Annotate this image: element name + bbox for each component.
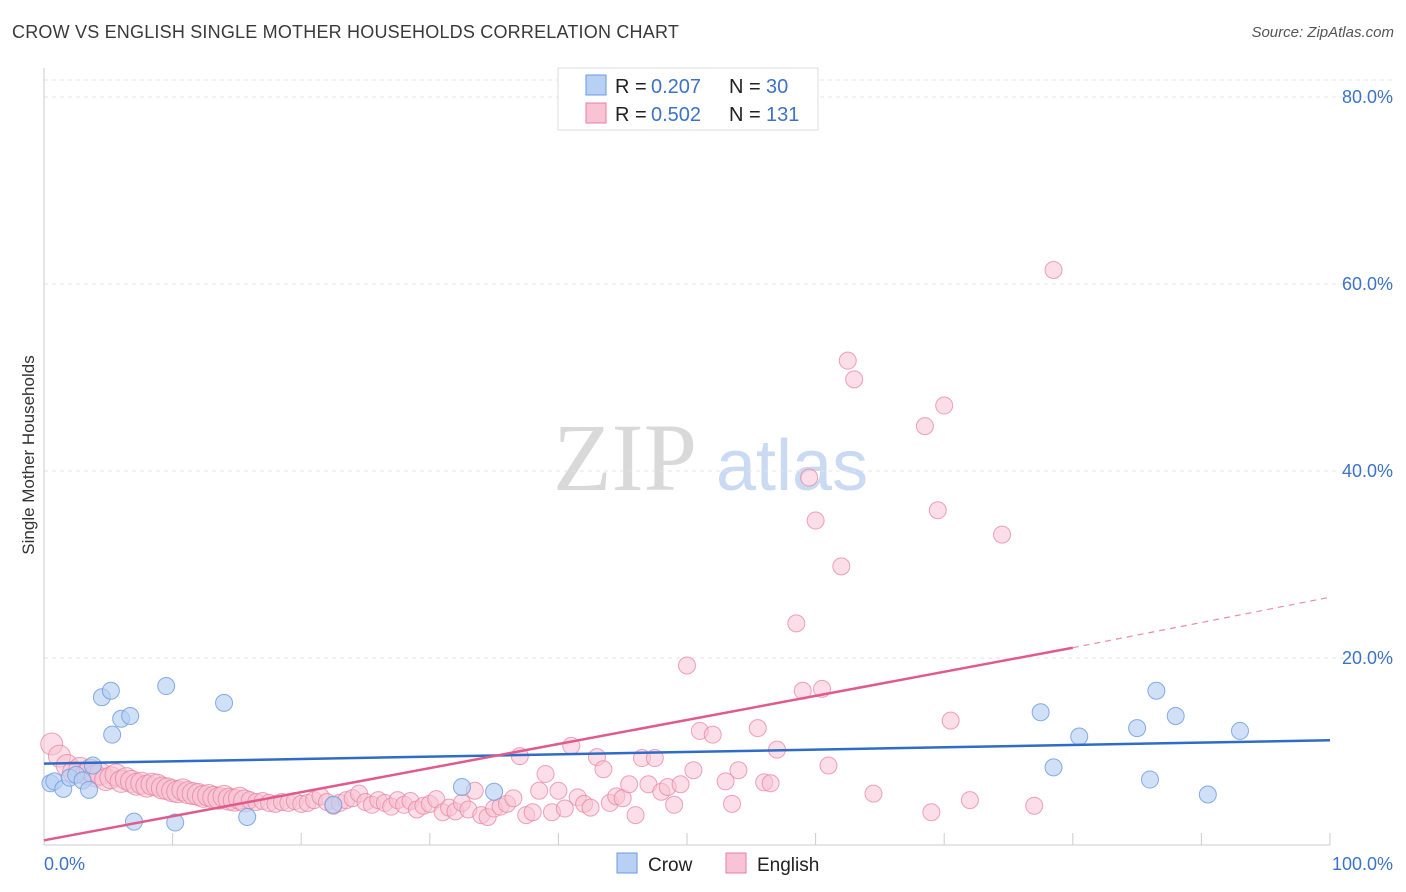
english-point [915,417,934,436]
english-point [941,711,960,730]
english-point [845,370,864,389]
bottom-legend-english: English [757,855,819,876]
crow-point [324,795,343,814]
english-point [555,799,574,818]
english-point [549,781,568,800]
english-point [678,656,696,675]
crow-point [1044,758,1063,777]
english-point [1044,260,1063,279]
english-point [665,795,684,814]
english-point [626,806,645,825]
crow-point [1070,727,1089,746]
english-point [703,725,722,744]
crow-point [166,813,185,832]
y-tick-label: 40.0% [1342,461,1393,481]
english-point [787,614,806,633]
legend-english-r-value: 0.502 [651,104,701,126]
english-point [620,775,639,794]
crow-point [215,693,234,712]
crow-point [121,706,140,725]
english-point [536,764,555,783]
english-trend-dashed [1072,596,1331,649]
crow-trend-line [43,739,1331,765]
english-point [671,775,690,794]
bottom-legend-swatch-crow [616,852,638,874]
chart-title: CROW VS ENGLISH SINGLE MOTHER HOUSEHOLDS… [12,22,680,42]
crow-point [1128,719,1147,738]
crow-point [1140,770,1159,789]
legend: R = 0.207 N = 30 R = 0.502 N = 131 [557,67,819,131]
crow-point [80,780,99,799]
crow-point [1031,703,1050,722]
legend-crow-n-value: 30 [766,76,788,98]
legend-english-n-value: 131 [766,104,799,126]
english-point [922,803,941,822]
crow-point [1166,706,1185,725]
english-points [40,260,1063,826]
grid-lines [44,79,1392,659]
crow-points [41,677,1249,832]
english-point [716,772,735,791]
y-tick-label: 60.0% [1342,274,1393,294]
english-point [806,511,825,530]
english-point [838,351,857,370]
legend-swatch-english [585,102,607,124]
english-point [723,794,742,813]
crow-point [238,807,257,826]
english-point [993,525,1012,544]
source-label: Source: ZipAtlas.com [1251,24,1394,41]
english-point [748,719,767,738]
legend-english-r-label: R = [615,104,647,126]
legend-crow-r-label: R = [615,76,647,98]
english-point [761,774,780,793]
english-point [864,784,883,803]
legend-swatch-crow [585,74,607,96]
legend-crow-n-label: N = [729,76,761,98]
y-tick-label: 80.0% [1342,87,1393,107]
english-point [819,756,838,775]
crow-point [101,681,120,700]
crow-point [452,778,471,797]
crow-point [83,756,102,775]
english-point [523,803,542,822]
crow-point [485,782,504,801]
english-point [832,557,851,576]
english-point [594,760,613,779]
y-tick-label: 20.0% [1342,648,1393,668]
english-point [729,761,748,780]
english-point [960,791,979,810]
legend-crow-r-value: 0.207 [651,76,701,98]
crow-point [1198,785,1217,804]
english-trend-line [43,646,1074,842]
english-point [928,501,947,520]
english-point [581,798,600,817]
bottom-legend-swatch-english [725,852,747,874]
english-point [684,761,703,780]
axes [43,68,1331,846]
x-tick-label: 0.0% [44,854,85,874]
legend-english-n-label: N = [729,104,761,126]
english-point [1025,796,1044,815]
y-axis-label: Single Mother Households [19,355,38,554]
x-tick-label: 100.0% [1332,854,1393,874]
english-point [530,781,549,800]
english-point [935,396,954,415]
watermark-atlas: atlas [716,426,868,506]
crow-point [157,677,176,696]
bottom-legend-crow: Crow [648,855,693,876]
english-point [800,468,819,487]
english-point [504,789,523,808]
watermark-zip: ZIP [553,404,697,511]
tick-labels: 20.0% 40.0% 60.0% 80.0% 0.0% 100.0% [44,87,1393,874]
crow-point [103,725,122,744]
trend-lines [43,596,1331,842]
bottom-legend: Crow English [616,852,819,876]
crow-point [1230,721,1249,740]
crow-point [1147,681,1166,700]
